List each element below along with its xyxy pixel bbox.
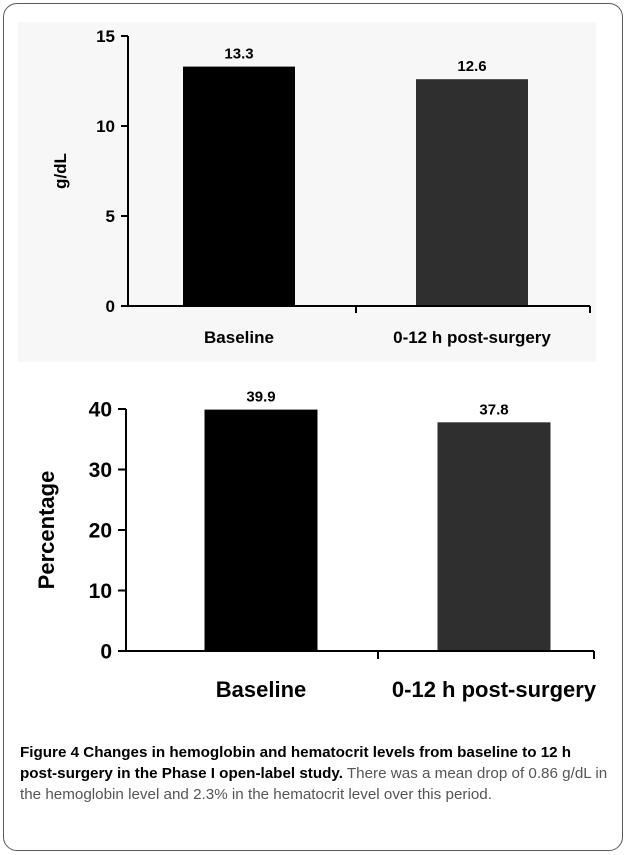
y-tick-label-3: 15 xyxy=(96,27,115,46)
y-tick-label-4: 40 xyxy=(89,399,112,422)
hematocrit-chart: 39.9 37.8 0 10 20 30 40 Baseline 0-12 h post-sur… xyxy=(34,389,597,702)
caption-label: Figure 4 Changes in hemoglobin and hemat… xyxy=(20,744,572,782)
hemoglobin-chart: 13.3 12.6 0 5 10 15 Baseline 0-12 h post-surger… xyxy=(51,27,591,347)
data-label-1: 37.8 xyxy=(479,401,508,418)
y-tick-label-2: 20 xyxy=(89,520,112,543)
bar-0 xyxy=(183,66,295,306)
y-tick-label-0: 0 xyxy=(106,297,115,316)
bar-1 xyxy=(416,79,528,306)
figure-caption: Figure 4 Changes in hemoglobin and hemat… xyxy=(20,742,612,805)
x-category-label-0: Baseline xyxy=(204,328,274,347)
bar-1 xyxy=(437,422,551,651)
y-tick-label-1: 5 xyxy=(106,207,115,226)
x-category-label-1: 0-12 h post-surgery xyxy=(392,677,597,702)
y-tick-label-2: 10 xyxy=(96,117,115,136)
data-label-0: 13.3 xyxy=(224,46,253,63)
y-axis-title: Percentage xyxy=(34,471,59,590)
y-tick-label-1: 10 xyxy=(89,580,112,603)
bar-0 xyxy=(204,409,318,651)
x-category-label-0: Baseline xyxy=(216,677,307,702)
y-tick-label-3: 30 xyxy=(89,459,112,482)
data-label-0: 39.9 xyxy=(246,389,275,406)
y-axis-title: g/dL xyxy=(51,153,70,189)
caption-text: There was a mean drop of 0.86 g/dL in th… xyxy=(20,765,608,803)
x-category-label-1: 0-12 h post-surgery xyxy=(393,328,551,347)
data-label-1: 12.6 xyxy=(457,58,486,75)
y-tick-label-0: 0 xyxy=(100,641,112,664)
